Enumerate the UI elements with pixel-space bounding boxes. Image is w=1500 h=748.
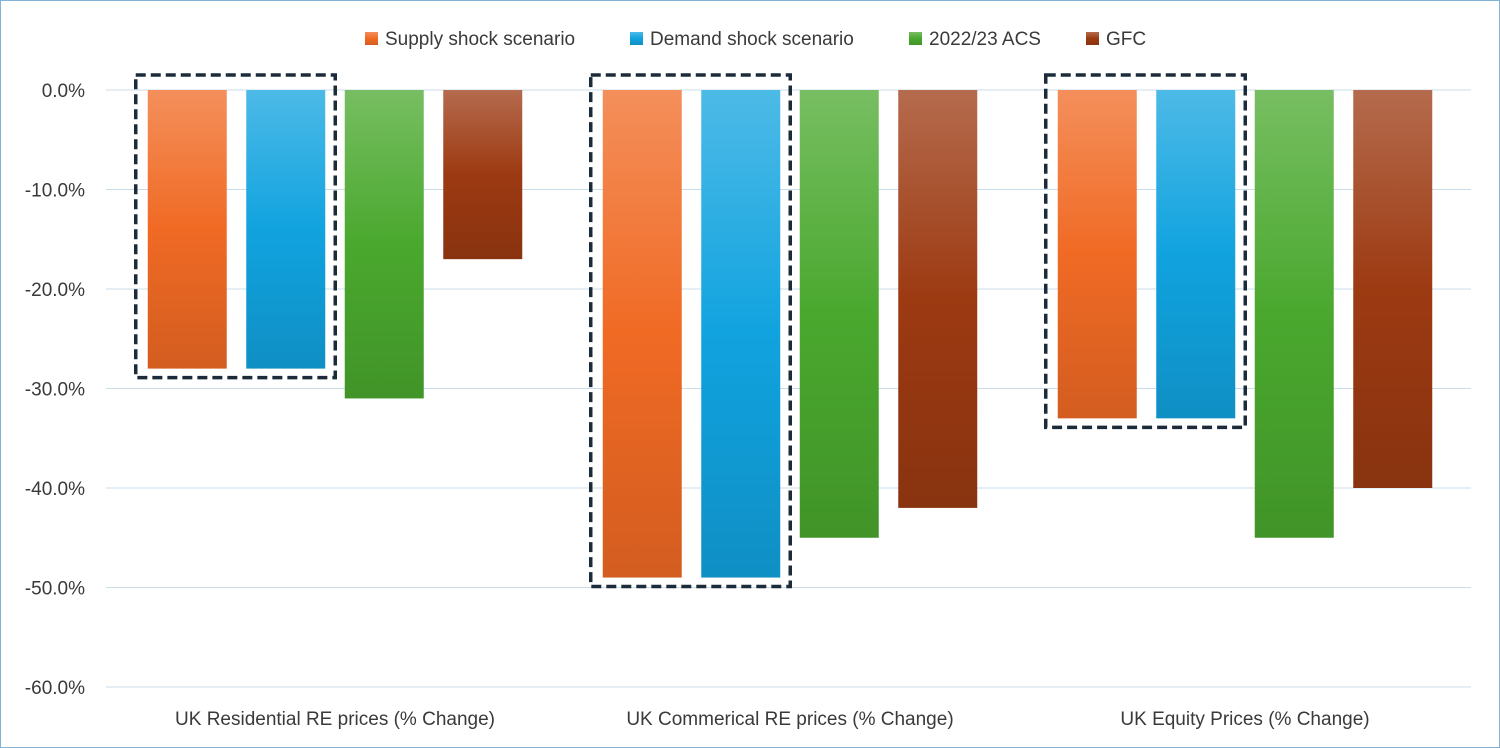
x-category-label: UK Commerical RE prices (% Change) <box>626 709 953 730</box>
bar-gfc-3 <box>1353 90 1433 488</box>
bar-supply-shock-scenario-1 <box>147 90 227 369</box>
legend-label: GFC <box>1106 29 1146 50</box>
bar-gfc-2 <box>898 90 978 508</box>
legend-swatch <box>1086 32 1099 45</box>
legend-item-demand-shock-scenario[interactable]: Demand shock scenario <box>630 29 854 50</box>
legend-item-gfc[interactable]: GFC <box>1086 29 1146 50</box>
bar-gfc-1 <box>443 90 523 260</box>
bar-2022-23-acs-2 <box>799 90 879 538</box>
y-tick-label: -30.0% <box>25 380 85 401</box>
legend-label: 2022/23 ACS <box>929 29 1041 50</box>
bar-supply-shock-scenario-2 <box>602 90 682 578</box>
highlight-box-1 <box>134 73 337 380</box>
y-tick-label: -20.0% <box>25 280 85 301</box>
legend-label: Supply shock scenario <box>385 29 575 50</box>
x-category-label: UK Residential RE prices (% Change) <box>175 709 495 730</box>
legend-label: Demand shock scenario <box>650 29 854 50</box>
x-axis-category-labels: UK Residential RE prices (% Change) UK Co… <box>175 709 1370 730</box>
x-category-label: UK Equity Prices (% Change) <box>1120 709 1369 730</box>
y-tick-label: 0.0% <box>42 81 85 102</box>
y-tick-label: -10.0% <box>25 181 85 202</box>
bar-2022-23-acs-1 <box>344 90 424 399</box>
bar-demand-shock-scenario-2 <box>701 90 781 578</box>
bar-supply-shock-scenario-3 <box>1057 90 1137 419</box>
bar-demand-shock-scenario-1 <box>246 90 326 369</box>
y-tick-label: -50.0% <box>25 579 85 600</box>
legend-swatch <box>365 32 378 45</box>
bar-demand-shock-scenario-3 <box>1156 90 1236 419</box>
highlight-box-2 <box>589 73 792 589</box>
legend-item-supply-shock-scenario[interactable]: Supply shock scenario <box>365 29 575 50</box>
bar-2022-23-acs-3 <box>1254 90 1334 538</box>
y-tick-label: -60.0% <box>25 678 85 699</box>
highlight-box-3 <box>1044 73 1247 430</box>
legend-swatch <box>909 32 922 45</box>
highlight-boxes <box>134 73 1247 589</box>
bars <box>147 90 1433 578</box>
legend-item-2022-23-acs[interactable]: 2022/23 ACS <box>909 29 1041 50</box>
legend-swatch <box>630 32 643 45</box>
y-axis-tick-labels: 0.0% -10.0% -20.0% -30.0% -40.0% -50.0% -60.0% <box>25 81 85 699</box>
legend: Supply shock scenario Demand shock scenar… <box>365 29 1146 50</box>
y-tick-label: -40.0% <box>25 479 85 500</box>
